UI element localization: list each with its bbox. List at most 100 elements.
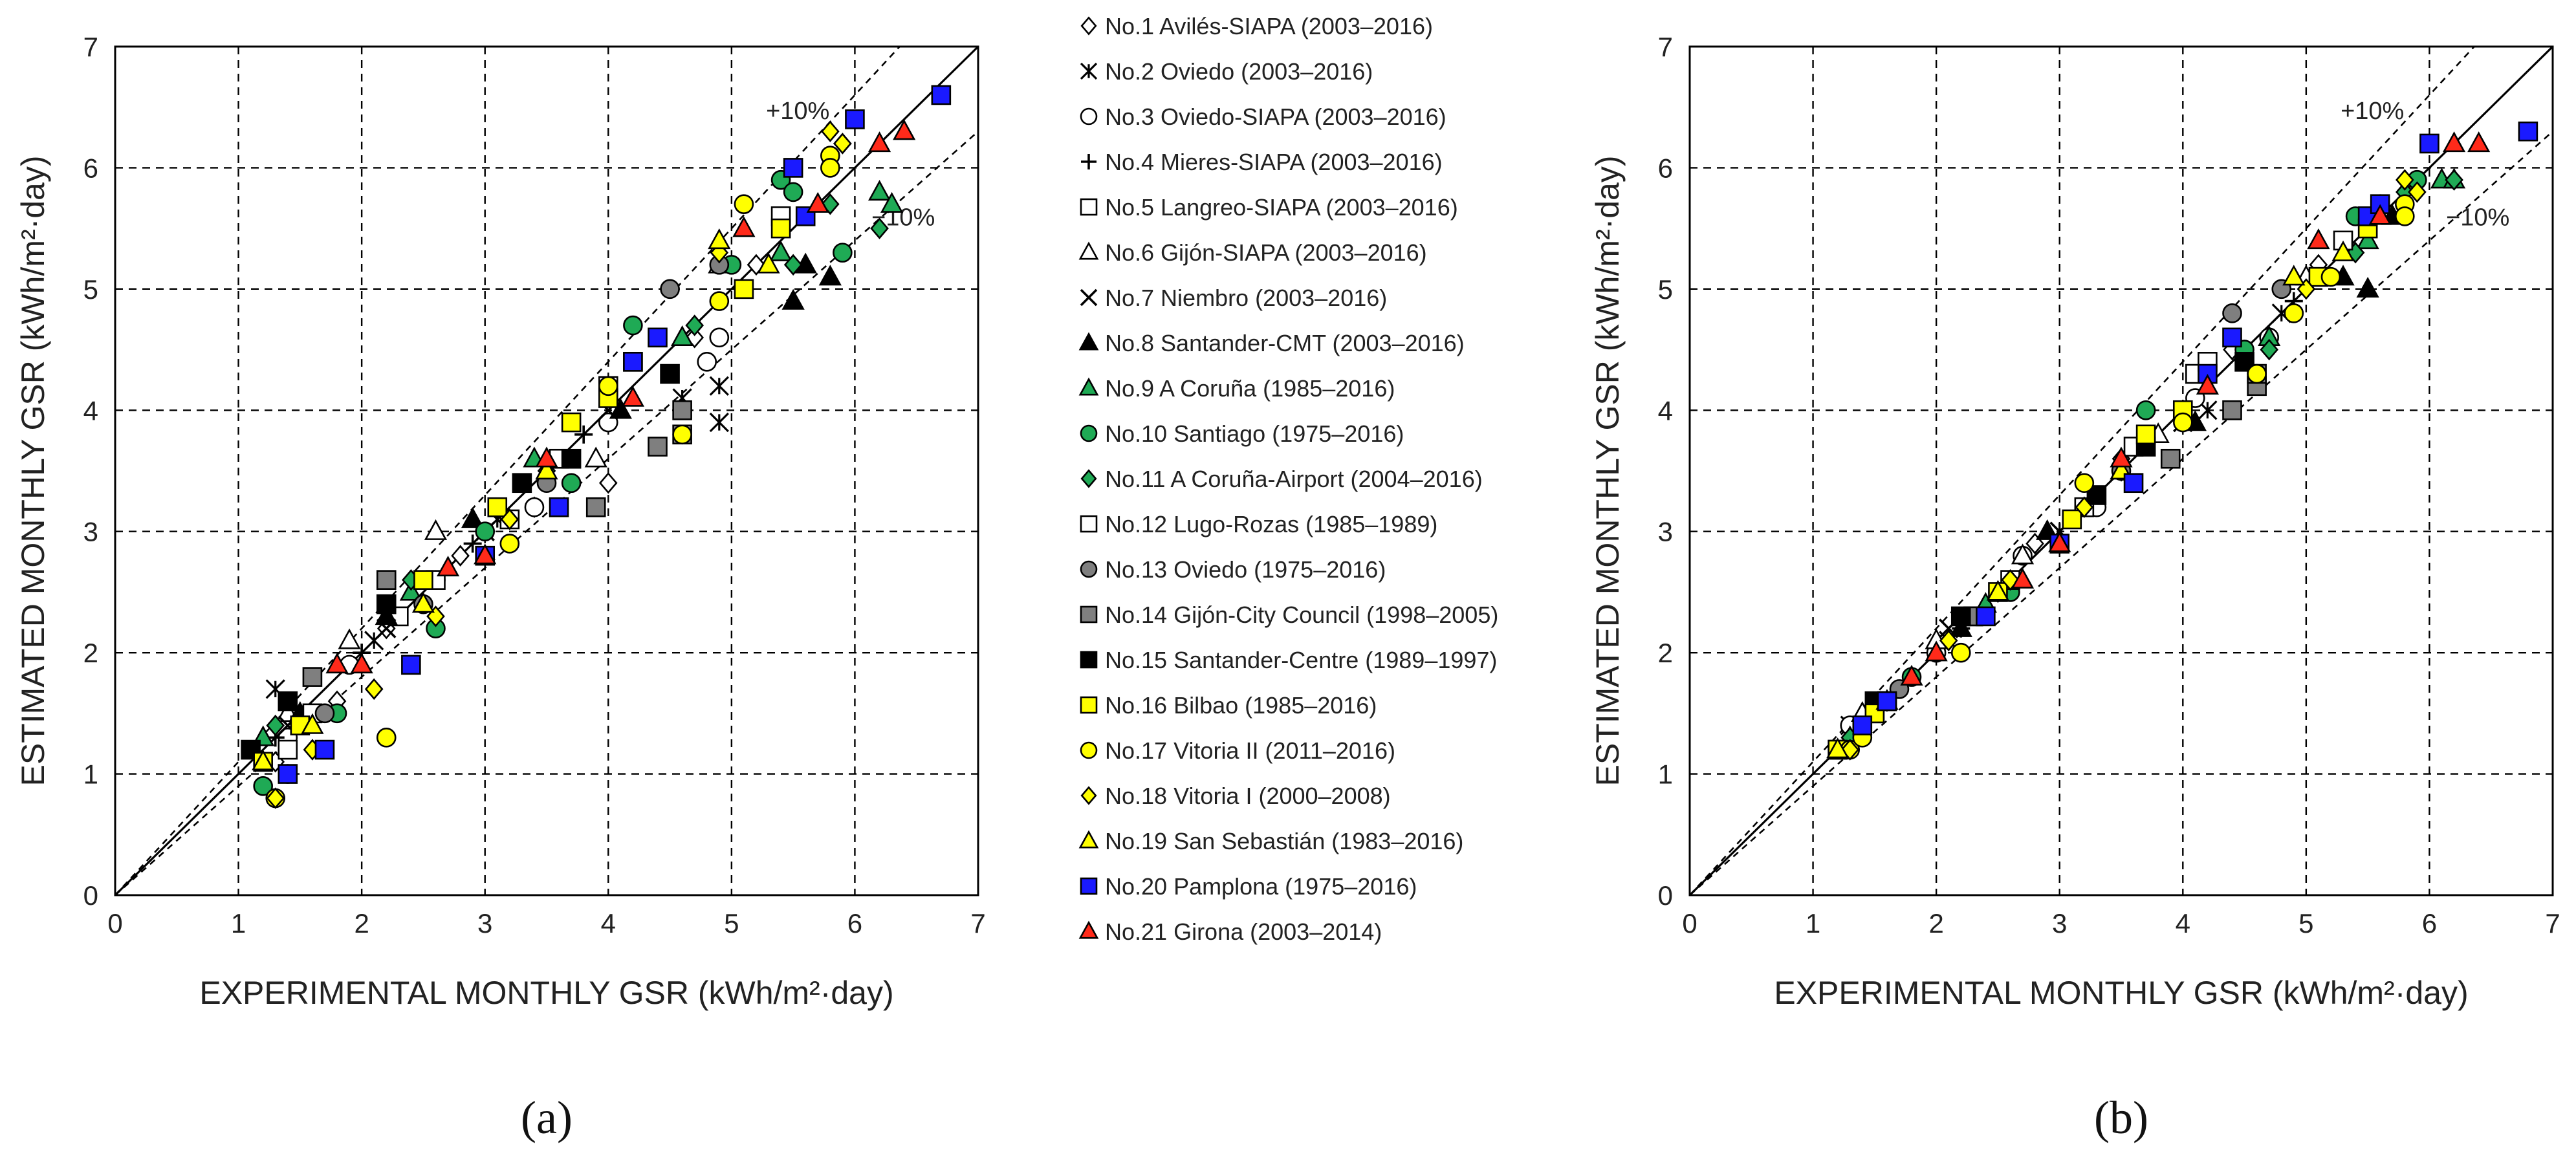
legend-item: No.14 Gijón-City Council (1998–2005) [1080, 602, 1498, 628]
data-point-station-17 [2172, 412, 2193, 433]
data-point-station-21 [806, 191, 829, 213]
legend-item: No.1 Avilés-SIAPA (2003–2016) [1080, 13, 1433, 39]
legend-marker-station-14 [1080, 605, 1098, 624]
legend-marker-station-3 [1080, 107, 1098, 125]
data-point-station-15 [561, 448, 582, 469]
data-point-station-18 [1939, 629, 1958, 652]
data-point-station-21 [474, 543, 497, 565]
data-point-station-19 [535, 459, 558, 480]
legend-marker-station-19 [1078, 830, 1099, 849]
data-point-station-17 [376, 728, 397, 748]
legend-item: No.7 Niembro (2003–2016) [1080, 285, 1387, 311]
data-point-station-19 [1826, 737, 1850, 759]
x-tick-label: 7 [2545, 908, 2560, 939]
data-point-station-9 [671, 325, 694, 347]
legend-marker-station-20 [1080, 877, 1098, 895]
legend-label: No.21 Girona (2003–2014) [1105, 918, 1382, 945]
data-point-station-21 [732, 216, 756, 237]
legend-item: No.17 Vitoria II (2011–2016) [1080, 737, 1395, 764]
y-tick-label: 5 [83, 274, 98, 305]
y-tick-label: 4 [1658, 395, 1673, 426]
plot-frame [114, 45, 979, 896]
plus-10-line [1689, 46, 2475, 896]
data-point-station-11 [2445, 169, 2463, 191]
x-tick-label: 6 [2422, 908, 2437, 939]
data-point-station-21 [621, 385, 644, 407]
legend-label: No.7 Niembro (2003–2016) [1105, 285, 1387, 311]
legend-marker-station-2 [1080, 62, 1098, 80]
legend-marker-station-15 [1080, 651, 1098, 669]
data-point-station-10 [475, 521, 496, 542]
panel-b: +10% −10% 0 1 2 3 4 5 6 7 0 1 2 3 4 5 6 7 EXPERIMENTAL MON… [1589, 32, 2560, 1144]
data-point-station-11 [783, 254, 803, 276]
data-point-station-8 [461, 507, 485, 528]
legend-marker-station-10 [1080, 424, 1098, 442]
data-point-station-10 [2135, 400, 2156, 420]
data-point-station-18 [426, 605, 445, 627]
x-tick-label: 2 [1928, 908, 1943, 939]
data-point-station-20 [931, 85, 952, 105]
data-point-station-20 [783, 158, 803, 178]
legend-item: No.8 Santander-CMT (2003–2016) [1078, 330, 1465, 356]
data-point-station-21 [535, 446, 558, 468]
data-point-station-14 [302, 667, 323, 687]
y-tick-label: 6 [83, 153, 98, 183]
data-point-station-19 [411, 592, 435, 613]
x-tick-label: 5 [2298, 908, 2313, 939]
data-point-station-21 [2467, 131, 2491, 153]
legend-item: No.15 Santander-Centre (1989–1997) [1080, 647, 1497, 673]
plot-frame [1688, 45, 2554, 896]
data-point-station-15 [278, 691, 298, 711]
data-point-station-17 [499, 534, 520, 554]
data-point-station-20 [648, 327, 668, 348]
y-axis-title: ESTIMATED MONTHLY GSR (kWh/m²·day) [15, 155, 51, 786]
data-point-station-20 [2222, 327, 2242, 348]
data-point-station-20 [314, 739, 335, 760]
legend-label: No.12 Lugo-Rozas (1985–1989) [1105, 511, 1437, 537]
data-point-station-1 [598, 472, 618, 494]
legend-label: No.8 Santander-CMT (2003–2016) [1105, 330, 1465, 356]
data-point-station-19 [252, 750, 275, 771]
data-point-station-8 [2356, 277, 2379, 298]
legend-item: No.11 A Coruña-Airport (2004–2016) [1080, 466, 1483, 492]
data-point-station-14 [376, 570, 397, 590]
y-tick-label: 7 [1658, 32, 1673, 62]
x-tick-label: 2 [354, 908, 369, 939]
data-point-station-20 [1852, 715, 1873, 735]
data-point-station-21 [2110, 446, 2133, 468]
minus-10-label: −10% [2446, 204, 2509, 231]
legend-marker-station-13 [1080, 560, 1098, 578]
data-point-station-18 [500, 508, 519, 530]
legend-label: No.16 Bilbao (1985–2016) [1105, 692, 1377, 719]
y-axis-title: ESTIMATED MONTHLY GSR (kWh/m²·day) [1589, 155, 1626, 786]
legend-item: No.6 Gijón-SIAPA (2003–2016) [1078, 239, 1427, 266]
data-point-station-18 [833, 133, 852, 155]
data-point-station-14 [585, 497, 606, 517]
y-tick-label: 2 [83, 638, 98, 668]
data-point-station-21 [2011, 567, 2035, 589]
data-point-station-8 [781, 288, 805, 310]
data-point-station-21 [893, 119, 916, 140]
y-tick-label: 7 [83, 32, 98, 62]
data-point-station-8 [818, 265, 842, 286]
legend-item: No.9 A Coruña (1985–2016) [1078, 375, 1395, 402]
data-point-station-2 [709, 376, 729, 396]
data-point-station-19 [708, 228, 731, 250]
data-point-station-8 [1949, 616, 1972, 637]
legend-label: No.13 Oviedo (1975–2016) [1105, 556, 1386, 583]
x-tick-label: 3 [477, 908, 492, 939]
data-point-station-19 [757, 252, 780, 274]
data-point-station-10 [783, 182, 803, 202]
y-tick-label: 1 [1658, 759, 1673, 790]
legend-label: No.18 Vitoria I (2000–2008) [1105, 783, 1391, 809]
legend-marker-station-6 [1078, 241, 1099, 260]
data-point-station-18 [266, 787, 285, 809]
data-point-station-16 [561, 412, 582, 433]
data-point-station-8 [375, 604, 398, 625]
data-point-station-18 [2396, 169, 2414, 191]
data-point-station-16 [734, 279, 754, 299]
data-point-station-19 [2282, 265, 2306, 286]
plus-10-label: +10% [766, 98, 829, 125]
